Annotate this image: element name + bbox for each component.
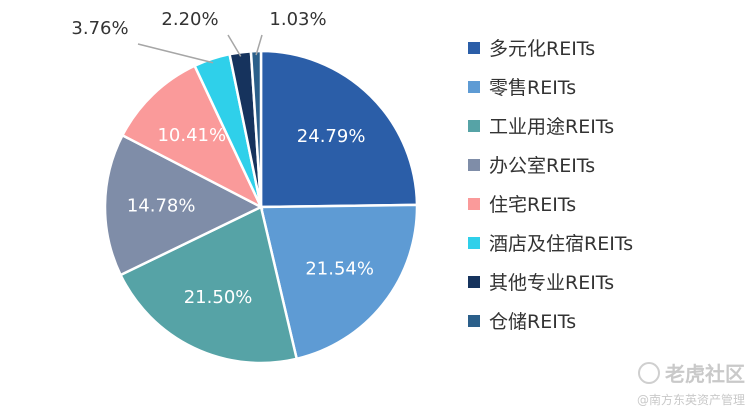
- pie-slice: [118, 205, 299, 365]
- pie-slice-label: 21.54%: [305, 258, 374, 279]
- legend-label: 其他专业REITs: [489, 272, 615, 294]
- pie-slice: [120, 64, 264, 210]
- tiger-logo-icon: [638, 361, 660, 384]
- watermark-logo-text: 老虎社区: [665, 362, 745, 386]
- legend-item: 其他专业REITs: [468, 262, 633, 301]
- leader-line: [227, 34, 242, 57]
- pie-slice-label: 1.03%: [269, 9, 326, 30]
- legend-label: 零售REITs: [489, 77, 577, 99]
- pie-slice-label: 21.50%: [184, 287, 253, 308]
- legend-swatch: [468, 158, 480, 171]
- pie-slice: [249, 49, 263, 208]
- watermark-logo: 老虎社区: [637, 358, 745, 387]
- legend-swatch: [468, 197, 480, 210]
- legend-label: 工业用途REITs: [489, 116, 615, 138]
- leader-line: [255, 34, 263, 56]
- legend: 多元化REITs 零售REITs 工业用途REITs 办公室REITs 住宅REITs 酒…: [468, 28, 633, 340]
- pie-slice-label: 3.76%: [71, 18, 128, 39]
- legend-item: 仓储REITs: [468, 301, 633, 340]
- pie-slice-label: 14.78%: [127, 196, 196, 217]
- watermark: 老虎社区 @南方东英资产管理: [637, 358, 745, 408]
- watermark-subtext: @南方东英资产管理: [636, 393, 745, 407]
- legend-item: 多元化REITs: [468, 28, 633, 67]
- legend-label: 仓储REITs: [489, 311, 577, 333]
- legend-label: 酒店及住宿REITs: [489, 233, 634, 255]
- pie-slice-label: 10.41%: [157, 125, 226, 146]
- legend-swatch: [468, 119, 480, 132]
- legend-item: 酒店及住宿REITs: [468, 223, 633, 262]
- legend-swatch: [468, 275, 480, 288]
- pie-chart: 24.79% 21.54% 21.50% 14.78% 10.41% 3.76% 2.20%…: [71, 9, 419, 365]
- pie-slice: [259, 203, 419, 361]
- legend-item: 办公室REITs: [468, 145, 633, 184]
- legend-label: 办公室REITs: [489, 155, 596, 177]
- legend-swatch: [468, 80, 480, 93]
- legend-swatch: [468, 314, 480, 327]
- legend-item: 工业用途REITs: [468, 106, 633, 145]
- pie-slice: [103, 133, 264, 277]
- legend-swatch: [468, 41, 480, 54]
- pie-slice-label: 24.79%: [297, 126, 366, 147]
- legend-label: 多元化REITs: [489, 38, 596, 60]
- legend-swatch: [468, 236, 480, 249]
- legend-label: 住宅REITs: [489, 194, 577, 216]
- pie-slice: [259, 49, 419, 209]
- pie-slice-label: 2.20%: [161, 9, 218, 30]
- leader-line: [137, 43, 214, 64]
- legend-item: 住宅REITs: [468, 184, 633, 223]
- legend-item: 零售REITs: [468, 67, 633, 106]
